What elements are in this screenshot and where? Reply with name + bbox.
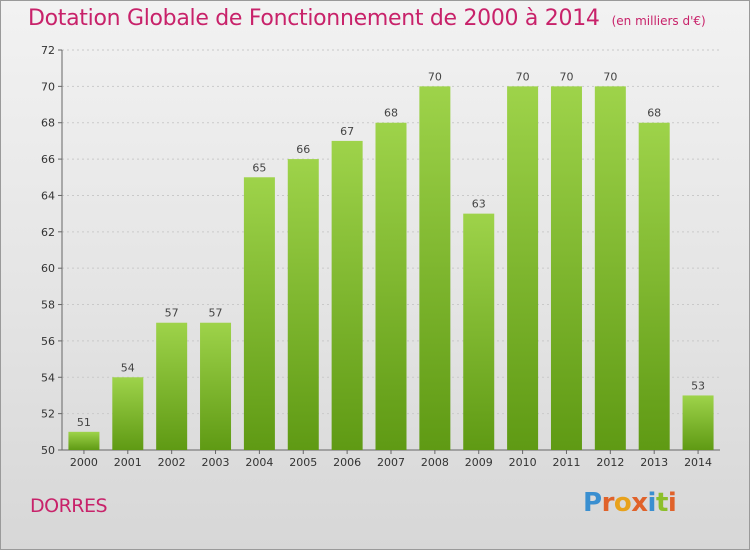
- logo-letter: i: [647, 488, 657, 518]
- logo-letter: t: [655, 488, 668, 518]
- data-label: 57: [165, 307, 179, 320]
- data-label: 68: [384, 107, 398, 120]
- data-label: 65: [252, 161, 266, 174]
- data-labels: 51 54 57 57 65 66 67 68 70 63 70 70 70 68 53: [77, 70, 705, 428]
- bar: [594, 86, 626, 450]
- x-tick-label: 2010: [509, 456, 537, 469]
- y-tick-label: 64: [41, 189, 55, 202]
- data-label: 51: [77, 416, 91, 429]
- data-label: 57: [209, 307, 223, 320]
- x-tick-label: 2012: [596, 456, 624, 469]
- data-label: 66: [296, 143, 310, 156]
- logo-letter: r: [601, 488, 615, 518]
- y-tick-label: 56: [41, 335, 55, 348]
- bars: [68, 86, 714, 451]
- bar: [682, 395, 714, 450]
- bar: [550, 86, 582, 450]
- x-tick-label: 2004: [245, 456, 273, 469]
- bar: [638, 122, 670, 451]
- x-tick-label: 2003: [202, 456, 230, 469]
- x-tick-label: 2002: [158, 456, 186, 469]
- y-tick-label: 66: [41, 153, 55, 166]
- data-label: 67: [340, 125, 354, 138]
- unit-note: (en milliers d'€): [611, 14, 706, 28]
- chart-title-text: Dotation Globale de Fonctionnement de 20…: [28, 6, 600, 31]
- data-label: 63: [472, 198, 486, 211]
- data-label: 70: [559, 70, 573, 83]
- logo-letter: P: [583, 488, 602, 518]
- data-label: 70: [516, 70, 530, 83]
- x-tick-label: 2007: [377, 456, 405, 469]
- bar: [156, 322, 188, 450]
- bar: [112, 377, 144, 450]
- bar: [463, 213, 495, 450]
- y-tick-label: 54: [41, 371, 55, 384]
- logo-letter: o: [613, 488, 632, 518]
- y-tick-label: 68: [41, 117, 55, 130]
- bar: [507, 86, 539, 450]
- x-tick-label: 2011: [552, 456, 580, 469]
- x-tick-label: 2013: [640, 456, 668, 469]
- data-label: 70: [603, 70, 617, 83]
- x-tick-label: 2009: [465, 456, 493, 469]
- bar: [200, 322, 232, 450]
- y-tick-label: 62: [41, 226, 55, 239]
- axes: 50 52 54 56 58 60 62 64 66 68 70 72 2000 2001 2002 2003…: [41, 44, 720, 469]
- x-tick-label: 2014: [684, 456, 712, 469]
- x-tick-label: 2005: [289, 456, 317, 469]
- y-tick-label: 58: [41, 299, 55, 312]
- bar: [419, 86, 451, 450]
- commune-name: DORRES: [30, 495, 108, 517]
- proxiti-logo[interactable]: Proxiti: [583, 488, 677, 518]
- data-label: 70: [428, 70, 442, 83]
- x-tick-label: 2000: [70, 456, 98, 469]
- y-tick-label: 52: [41, 408, 55, 421]
- data-label: 68: [647, 107, 661, 120]
- y-tick-label: 72: [41, 44, 55, 57]
- bar: [243, 177, 275, 451]
- data-label: 54: [121, 361, 135, 374]
- logo-letter: x: [631, 488, 648, 518]
- bar: [331, 140, 363, 450]
- bar: [375, 122, 407, 451]
- bar: [68, 431, 100, 450]
- y-tick-label: 70: [41, 80, 55, 93]
- x-tick-label: 2006: [333, 456, 361, 469]
- x-tick-label: 2001: [114, 456, 142, 469]
- x-tick-label: 2008: [421, 456, 449, 469]
- y-tick-label: 60: [41, 262, 55, 275]
- y-tick-label: 50: [41, 444, 55, 457]
- logo-letter: i: [667, 488, 677, 518]
- chart-title: Dotation Globale de Fonctionnement de 20…: [28, 6, 706, 31]
- bar: [287, 159, 319, 450]
- data-label: 53: [691, 379, 705, 392]
